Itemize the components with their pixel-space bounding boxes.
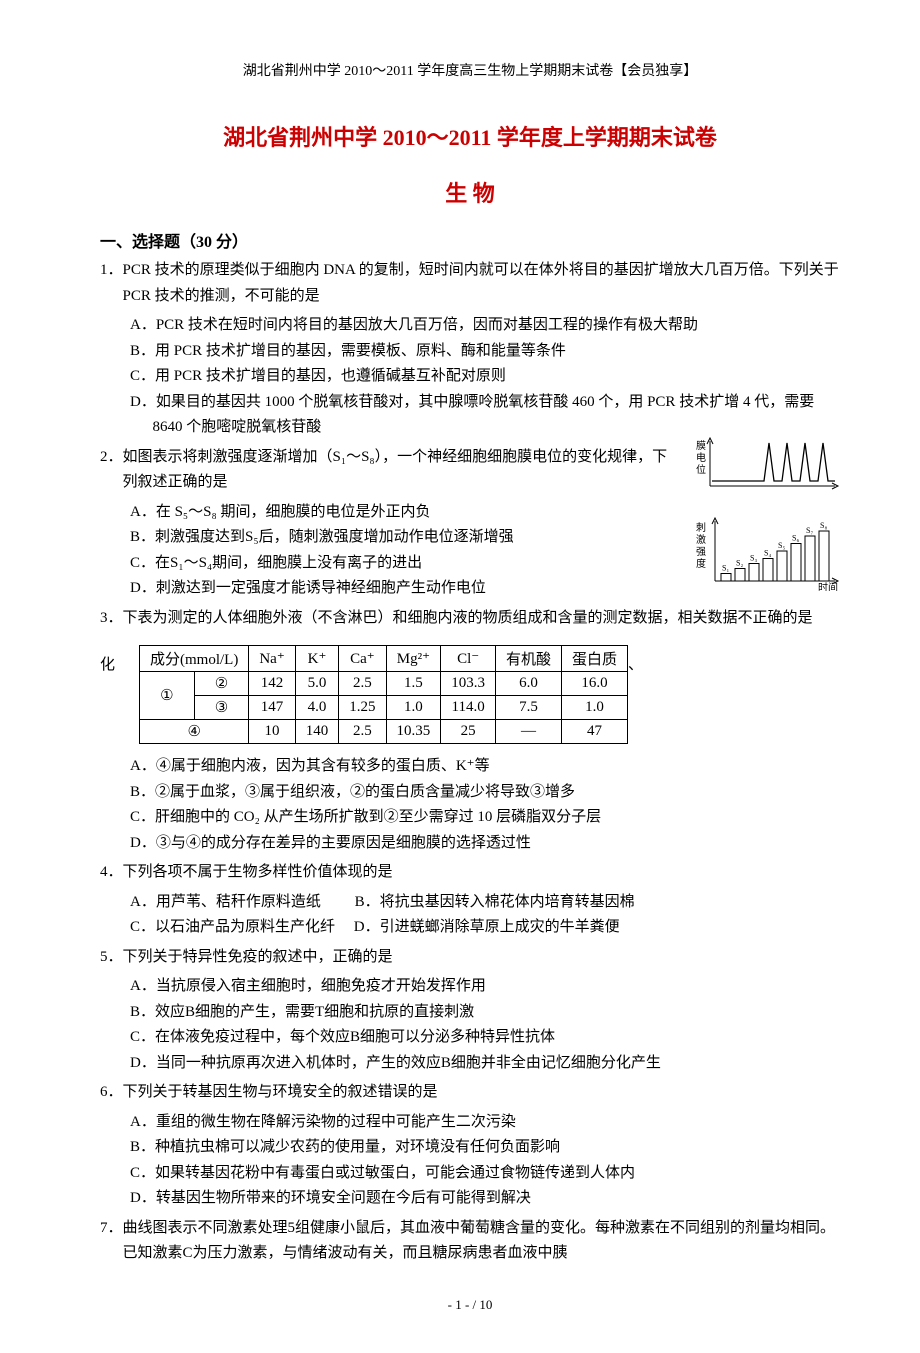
q1-option-a: A．PCR 技术在短时间内将目的基因放大几百万倍，因而对基因工程的操作有极大帮助 bbox=[130, 313, 840, 339]
q3-option-c: C．肝细胞中的 CO₂ 从产生场所扩散到②至少需穿过 10 层磷脂双分子层 bbox=[130, 805, 840, 831]
svg-text:S₇: S₇ bbox=[806, 526, 813, 535]
q5-option-d: D．当同一种抗原再次进入机体时，产生的效应B细胞并非全由记忆细胞分化产生 bbox=[130, 1051, 840, 1077]
q3-option-d: D．③与④的成分存在差异的主要原因是细胞膜的选择透过性 bbox=[130, 831, 840, 857]
q4-options-line2: C．以石油产品为原料生产化纤 D．引进蜣螂消除草原上成灾的牛羊粪便 bbox=[130, 915, 840, 941]
q6-option-b: B．种植抗虫棉可以减少农药的使用量，对环境没有任何负面影响 bbox=[130, 1135, 840, 1161]
q5-stem: 5．下列关于特异性免疫的叙述中，正确的是 bbox=[100, 945, 840, 971]
svg-text:度: 度 bbox=[696, 557, 706, 570]
page-number: - 1 - / 10 bbox=[100, 1297, 840, 1313]
q3-option-b: B．②属于血浆，③属于组织液，②的蛋白质含量减少将导致③增多 bbox=[130, 780, 840, 806]
section-heading: 一、选择题（30 分） bbox=[100, 228, 840, 252]
title-main: 湖北省荆州中学 2010～2011 学年度上学期期末试卷 bbox=[100, 120, 840, 152]
svg-text:S₁: S₁ bbox=[722, 563, 729, 572]
svg-text:S₆: S₆ bbox=[792, 533, 799, 542]
q1-option-c: C．用 PCR 技术扩增目的基因，也遵循碱基互补配对原则 bbox=[130, 364, 840, 390]
q2-figure: 膜电位 S₁ S₂ S₃ S₄ S₅ S₆ S₇ S₈ 刺激强度时间 bbox=[690, 431, 840, 591]
exam-page: 湖北省荆州中学 2010～2011 学年度高三生物上学期期末试卷【会员独享】 湖… bbox=[0, 0, 920, 1353]
q6-option-a: A．重组的微生物在降解污染物的过程中可能产生二次污染 bbox=[130, 1110, 840, 1136]
q4-option-d: D．引进蜣螂消除草原上成灾的牛羊粪便 bbox=[354, 919, 620, 935]
q4-stem: 4．下列各项不属于生物多样性价值体现的是 bbox=[100, 860, 840, 886]
svg-text:时间: 时间 bbox=[818, 581, 838, 591]
q3-table-wrap: 化 成分(mmol/L)Na⁺K⁺Ca⁺Mg²⁺Cl⁻有机酸蛋白质①②1425.… bbox=[100, 635, 840, 754]
q6-option-c: C．如果转基因花粉中有毒蛋白或过敏蛋白，可能会通过食物链传递到人体内 bbox=[130, 1161, 840, 1187]
q4-option-c: C．以石油产品为原料生产化纤 bbox=[130, 919, 335, 935]
svg-text:S₂: S₂ bbox=[736, 558, 743, 567]
q6-stem: 6．下列关于转基因生物与环境安全的叙述错误的是 bbox=[100, 1080, 840, 1106]
svg-text:强: 强 bbox=[696, 546, 706, 558]
svg-text:S₅: S₅ bbox=[778, 541, 785, 550]
q5-option-a: A．当抗原侵入宿主细胞时，细胞免疫才开始发挥作用 bbox=[130, 974, 840, 1000]
q6-option-d: D．转基因生物所带来的环境安全问题在今后有可能得到解决 bbox=[130, 1186, 840, 1212]
q5-option-b: B．效应B细胞的产生，需要T细胞和抗原的直接刺激 bbox=[130, 1000, 840, 1026]
q3-table-fragment: 化 bbox=[100, 635, 115, 674]
page-header: 湖北省荆州中学 2010～2011 学年度高三生物上学期期末试卷【会员独享】 bbox=[100, 60, 840, 80]
svg-text:位: 位 bbox=[696, 463, 706, 476]
svg-text:膜: 膜 bbox=[696, 440, 706, 452]
svg-text:S₃: S₃ bbox=[750, 553, 757, 562]
svg-text:刺: 刺 bbox=[696, 522, 706, 534]
title-subject: 生 物 bbox=[100, 176, 840, 208]
q4-option-a: A．用芦苇、秸秆作原料造纸 bbox=[130, 894, 321, 910]
q3-table-trailing: 、 bbox=[628, 635, 643, 674]
q1-stem: 1．PCR 技术的原理类似于细胞内 DNA 的复制，短时间内就可以在体外将目的基… bbox=[100, 258, 840, 309]
svg-text:激: 激 bbox=[696, 533, 706, 546]
svg-text:电: 电 bbox=[696, 451, 706, 464]
q7-stem: 7．曲线图表示不同激素处理5组健康小鼠后，其血液中葡萄糖含量的变化。每种激素在不… bbox=[100, 1216, 840, 1267]
q4-option-b: B．将抗虫基因转入棉花体内培育转基因棉 bbox=[355, 894, 635, 910]
q3-stem: 3．下表为测定的人体细胞外液（不含淋巴）和细胞内液的物质组成和含量的测定数据，相… bbox=[100, 606, 840, 632]
q1-option-b: B．用 PCR 技术扩增目的基因，需要模板、原料、酶和能量等条件 bbox=[130, 339, 840, 365]
svg-text:S₈: S₈ bbox=[820, 521, 827, 530]
q3-table: 成分(mmol/L)Na⁺K⁺Ca⁺Mg²⁺Cl⁻有机酸蛋白质①②1425.02… bbox=[139, 645, 628, 744]
svg-text:S₄: S₄ bbox=[764, 548, 771, 557]
q3-option-a: A．④属于细胞内液，因为其含有较多的蛋白质、K⁺等 bbox=[130, 754, 840, 780]
q4-options-line1: A．用芦苇、秸秆作原料造纸 B．将抗虫基因转入棉花体内培育转基因棉 bbox=[130, 890, 840, 916]
q5-option-c: C．在体液免疫过程中，每个效应B细胞可以分泌多种特异性抗体 bbox=[130, 1025, 840, 1051]
